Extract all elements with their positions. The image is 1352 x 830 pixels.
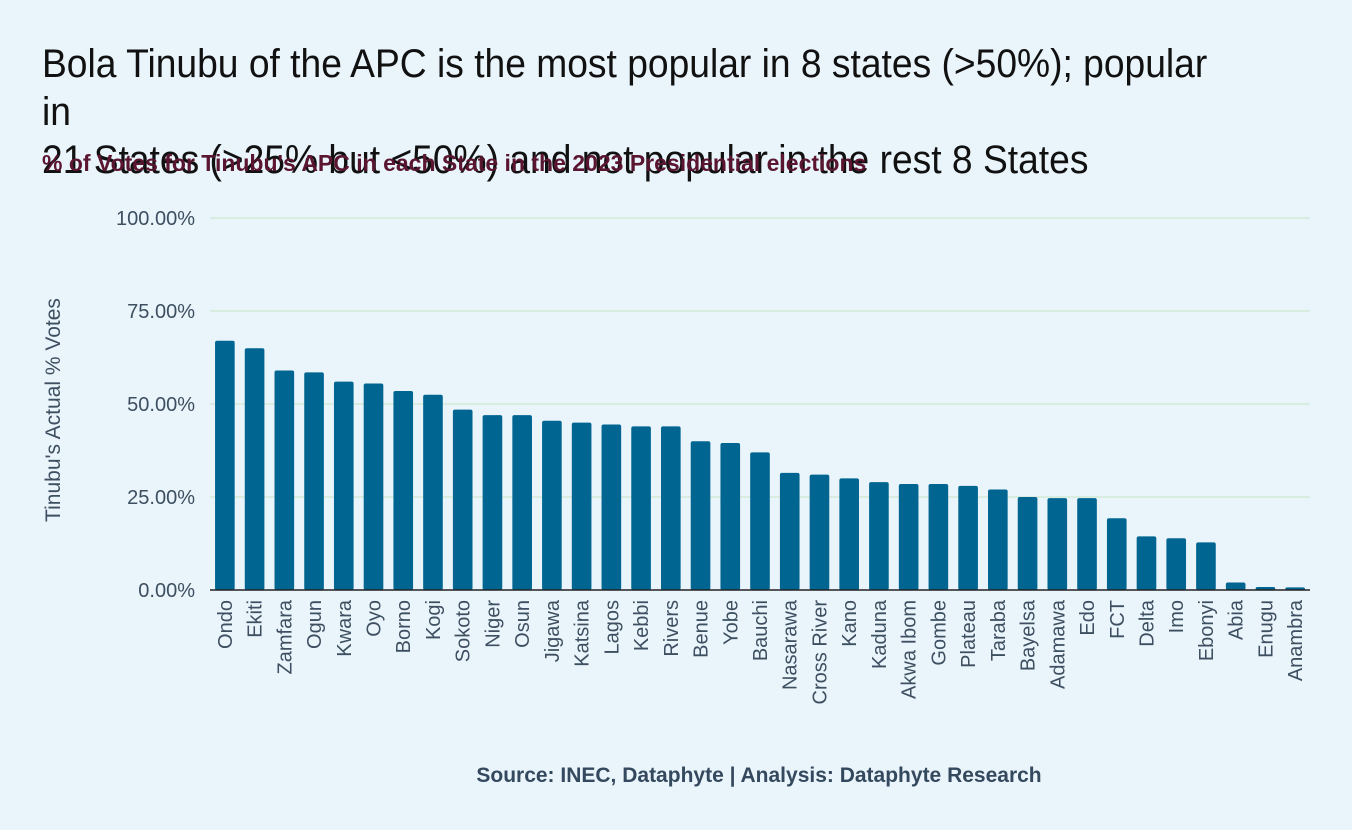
x-tick-label: Nasarawa: [780, 599, 802, 690]
bar-lagos: [601, 424, 622, 590]
bar-ebonyi: [1196, 542, 1216, 590]
x-tick-label: Niger: [482, 600, 504, 648]
x-tick-label: Bayelsa: [1018, 599, 1040, 671]
bar-edo: [1077, 498, 1097, 590]
x-tick-label: Abia: [1226, 599, 1248, 640]
x-tick-label: Ogun: [304, 600, 326, 649]
bar-niger: [482, 415, 503, 590]
x-tick-label: Ekiti: [245, 600, 267, 638]
x-tick-label: Delta: [1136, 599, 1158, 647]
bar-kwara: [333, 381, 354, 590]
bar-osun: [512, 415, 532, 590]
bar-delta: [1136, 536, 1157, 590]
chart-subtitle: % of Votes for Tinubu's APC in each Stat…: [42, 150, 867, 176]
x-tick-label: Enugu: [1255, 600, 1277, 658]
chart-title: Bola Tinubu of the APC is the most popul…: [42, 42, 1208, 182]
bar-oyo: [363, 383, 384, 590]
bar-rivers: [661, 426, 681, 590]
bar-bauchi: [750, 452, 770, 590]
x-tick-label: Kogi: [423, 600, 445, 640]
bar-fct: [1106, 518, 1127, 590]
x-tick-label: Osun: [512, 600, 534, 648]
x-tick-label: FCT: [1107, 600, 1129, 639]
x-tick-label: Gombe: [928, 600, 950, 666]
bar-bayelsa: [1017, 497, 1038, 590]
x-tick-label: Rivers: [661, 600, 683, 657]
bar-kebbi: [631, 426, 651, 590]
x-tick-label: Benue: [691, 600, 713, 658]
bar-benue: [690, 441, 711, 590]
x-tick-label: Bauchi: [750, 600, 772, 661]
bar-sokoto: [452, 409, 473, 590]
bar-taraba: [988, 489, 1008, 590]
y-tick-label: 75.00%: [127, 301, 195, 323]
bar-adamawa: [1047, 498, 1068, 590]
y-axis-label: Tinubu's Actual % Votes: [42, 298, 65, 522]
x-tick-label: Adamawa: [1047, 599, 1069, 689]
bar-kano: [839, 478, 859, 590]
x-tick-label: Kano: [839, 600, 861, 647]
bar-katsina: [571, 422, 592, 590]
x-tick-label: Oyo: [364, 600, 386, 637]
y-tick-label: 0.00%: [138, 580, 195, 602]
x-tick-label: Edo: [1077, 600, 1099, 636]
x-tick-label: Akwa Ibom: [899, 600, 921, 699]
x-tick-label: Kwara: [334, 599, 356, 657]
bar-ondo: [215, 340, 235, 590]
bar-abia: [1225, 582, 1246, 590]
bar-ekiti: [244, 348, 265, 590]
x-tick-label: Lagos: [601, 600, 623, 655]
y-tick-label: 100.00%: [116, 208, 195, 230]
x-tick-label: Sokoto: [453, 600, 475, 662]
x-tick-label: Taraba: [988, 599, 1010, 661]
x-tick-label: Anambra: [1285, 599, 1307, 681]
bar-plateau: [958, 485, 978, 590]
x-tick-label: Ebonyi: [1196, 600, 1218, 661]
bar-ogun: [304, 372, 324, 590]
x-tick-label: Borno: [393, 600, 415, 653]
bar-gombe: [928, 483, 949, 590]
bar-cross-river: [809, 474, 830, 590]
bar-yobe: [720, 443, 741, 590]
x-tick-label: Yobe: [720, 600, 742, 645]
y-tick-label: 25.00%: [127, 487, 195, 509]
x-tick-label: Ondo: [215, 600, 237, 649]
x-tick-label: Katsina: [572, 599, 594, 667]
bar-kogi: [423, 394, 443, 590]
x-tick-label: Kebbi: [631, 600, 653, 651]
bar-borno: [393, 390, 414, 590]
x-tick-label: Plateau: [958, 600, 980, 668]
bar-zamfara: [274, 370, 295, 590]
x-tick-label: Zamfara: [274, 599, 296, 674]
bar-kaduna: [869, 482, 889, 590]
y-tick-label: 50.00%: [127, 394, 195, 416]
bar-nasarawa: [779, 472, 800, 590]
x-tick-label: Imo: [1166, 600, 1188, 633]
bar-jigawa: [542, 420, 562, 590]
x-tick-label: Cross River: [809, 600, 831, 705]
bar-akwa-ibom: [898, 483, 919, 590]
x-tick-label: Jigawa: [542, 599, 564, 662]
x-tick-label: Kaduna: [869, 599, 891, 669]
bar-imo: [1166, 538, 1187, 590]
source-note: Source: INEC, Dataphyte | Analysis: Data…: [476, 764, 1042, 787]
